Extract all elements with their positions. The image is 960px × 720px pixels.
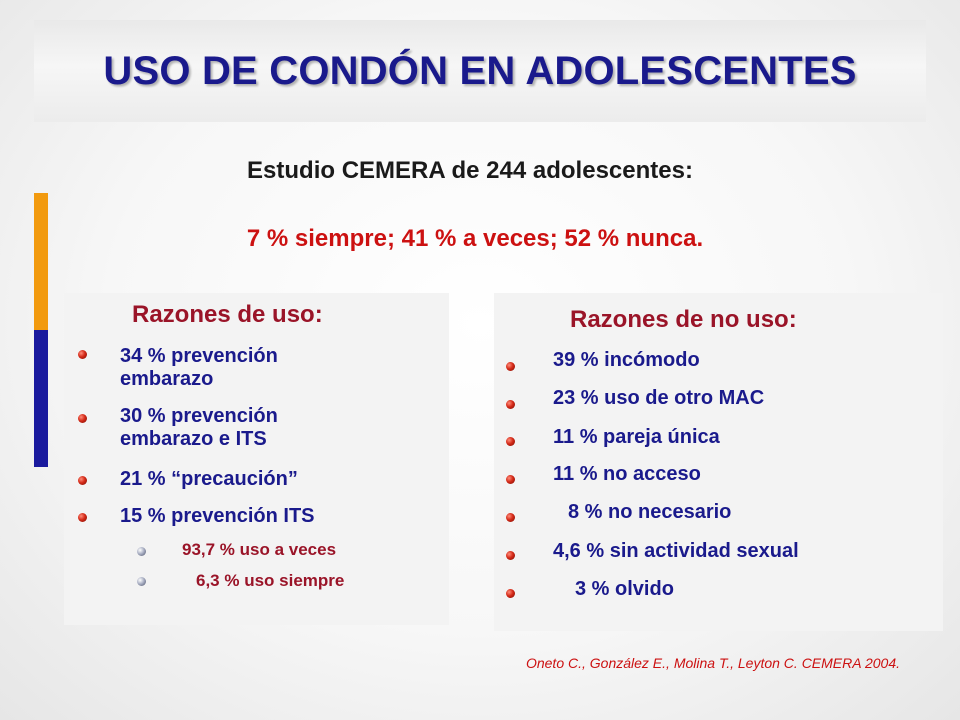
- reasons-use-heading: Razones de uso:: [132, 301, 323, 328]
- citation: Oneto C., González E., Molina T., Leyton…: [525, 655, 900, 671]
- bullet-icon: [78, 513, 87, 522]
- title-bar: USO DE CONDÓN EN ADOLESCENTES: [34, 20, 926, 122]
- list-item: 11 % pareja única: [553, 426, 720, 448]
- list-item-line: embarazo e ITS: [120, 428, 267, 450]
- usage-stats: 7 % siempre; 41 % a veces; 52 % nunca.: [246, 225, 704, 252]
- list-item: 15 % prevención ITS: [120, 505, 315, 528]
- bullet-icon: [506, 437, 515, 446]
- bullet-icon: [78, 350, 87, 359]
- list-item-line: 30 % prevención: [120, 405, 278, 427]
- sub-bullet-icon: [137, 577, 146, 586]
- reasons-use-panel: Razones de uso: 34 % prevención embarazo…: [64, 293, 449, 625]
- bullet-icon: [506, 475, 515, 484]
- list-item-line: embarazo: [120, 368, 214, 390]
- sub-list-item: 6,3 % uso siempre: [196, 571, 345, 590]
- list-item-line: 15 % prevención ITS: [120, 505, 315, 527]
- accent-bar-blue: [34, 330, 48, 467]
- bullet-icon: [506, 589, 515, 598]
- list-item-line: 34 % prevención: [120, 345, 278, 367]
- list-item: 23 % uso de otro MAC: [553, 387, 765, 409]
- bullet-icon: [78, 414, 87, 423]
- list-item: 39 % incómodo: [553, 349, 700, 371]
- reasons-no-use-panel: Razones de no uso: 39 % incómodo 23 % us…: [494, 293, 943, 631]
- list-item: 8 % no necesario: [568, 501, 732, 523]
- list-item: 34 % prevención embarazo: [120, 345, 278, 391]
- accent-bar-orange: [34, 193, 48, 330]
- bullet-icon: [506, 551, 515, 560]
- reasons-no-use-heading: Razones de no uso:: [570, 306, 797, 333]
- bullet-icon: [506, 362, 515, 371]
- list-item-line: 21 % “precaución”: [120, 468, 298, 490]
- bullet-icon: [78, 476, 87, 485]
- sub-bullet-icon: [137, 547, 146, 556]
- list-item: 30 % prevención embarazo e ITS: [120, 405, 278, 451]
- bullet-icon: [506, 513, 515, 522]
- list-item: 21 % “precaución”: [120, 468, 298, 491]
- study-subtitle: Estudio CEMERA de 244 adolescentes:: [247, 157, 693, 184]
- slide-title: USO DE CONDÓN EN ADOLESCENTES: [103, 48, 857, 93]
- list-item: 11 % no acceso: [553, 463, 701, 485]
- list-item: 3 % olvido: [575, 578, 674, 600]
- bullet-icon: [506, 400, 515, 409]
- sub-list-item: 93,7 % uso a veces: [182, 540, 337, 559]
- list-item: 4,6 % sin actividad sexual: [553, 540, 799, 562]
